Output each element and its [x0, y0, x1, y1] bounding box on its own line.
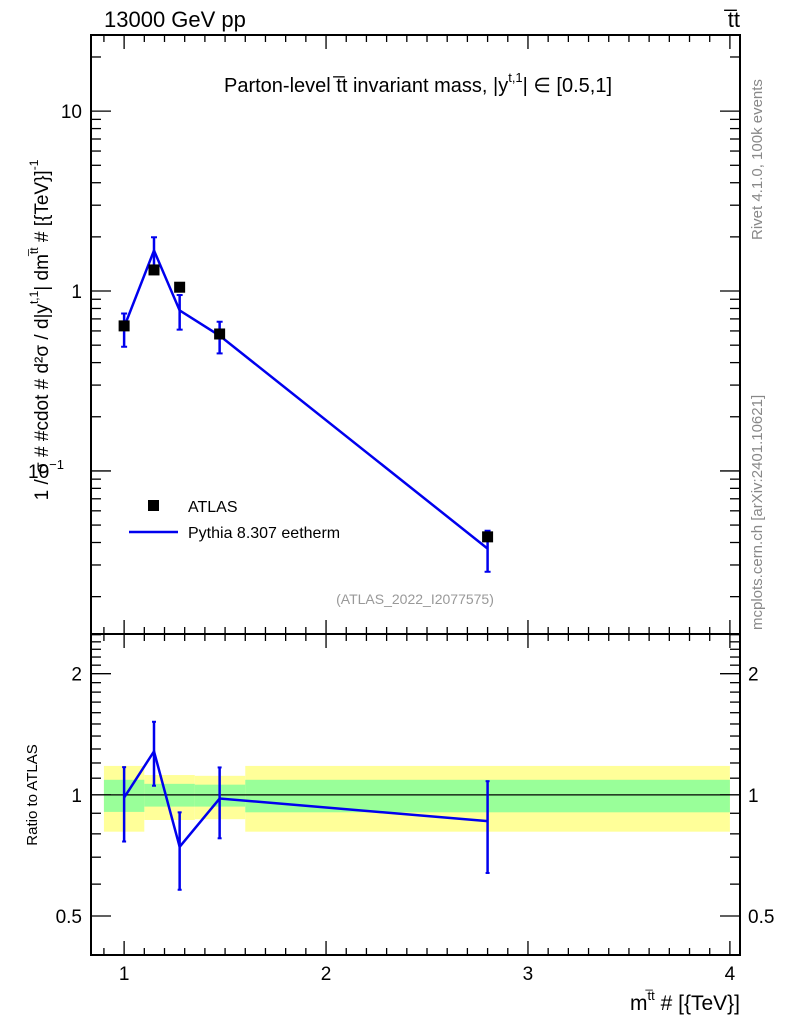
ylabel-part: 1 / σ # #cdot # d²σ / d|y: [32, 304, 53, 501]
ratio-y-tick-label-right: 2: [748, 665, 759, 686]
atlas-point: [482, 531, 494, 543]
mcplots-label: mcplots.cern.ch [arXiv:2401.10621]: [749, 395, 766, 630]
ylabel-sup: t̅t: [27, 247, 41, 257]
x-tick-label: 1: [119, 964, 130, 985]
ratio-y-tick-label-left: 2: [71, 665, 82, 686]
xlabel-sup: t̅t: [645, 988, 655, 1003]
ratio-uncertainty-bands: [91, 765, 740, 832]
main-frame: [90, 34, 741, 635]
legend: ATLAS Pythia 8.307 eetherm: [129, 499, 340, 542]
ylabel-sup: t,1: [27, 290, 41, 304]
ratio-y-tick-label-right: 0.5: [748, 907, 774, 928]
atlas-point: [214, 328, 226, 340]
rivet-label: Rivet 4.1.0, 100k events: [749, 79, 766, 240]
ylabel-part: | dm: [32, 254, 53, 291]
x-tick-label: 3: [523, 964, 534, 985]
title-pre: Parton-level t̅t invariant mass, |y: [224, 75, 508, 97]
y-tick-label: 10: [61, 102, 82, 123]
xlabel-part: m: [630, 992, 648, 1015]
atlas-point: [174, 281, 186, 293]
y-axis-label: 1 / σ # #cdot # d²σ / d|yt,1| dmt̅t # [{…: [27, 159, 53, 500]
x-axis-label: mt̅t # [{TeV}]: [630, 988, 740, 1015]
ylabel-part: # [{TeV}]: [32, 170, 53, 247]
title-post: | ∈ [0.5,1]: [523, 75, 612, 97]
ratio-y-tick-label-left: 1: [71, 786, 82, 807]
y-tick-label: 10−1: [28, 457, 64, 483]
x-tick-label: 2: [321, 964, 332, 985]
data-marks: [118, 236, 494, 891]
xlabel-part: # [{TeV}]: [655, 992, 740, 1015]
ratio-y-tick-label-left: 0.5: [56, 907, 82, 928]
header-right: t̅t: [724, 7, 740, 32]
x-tick-label: 4: [725, 964, 736, 985]
chart-title: Parton-level t̅t invariant mass, |yt,1| …: [224, 70, 612, 97]
legend-marker-atlas: [148, 500, 159, 511]
ylabel-sup: -1: [27, 159, 41, 170]
atlas-point: [148, 264, 160, 276]
header-left: 13000 GeV pp: [104, 7, 246, 32]
y-tick-label: 1: [71, 282, 82, 303]
axes: 1 2 3 4 10 1 10−1 2 2 1 1 0.5 0.5: [28, 34, 774, 985]
atlas-point: [118, 320, 130, 332]
title-sup: t,1: [508, 70, 522, 85]
ratio-y-axis-label: Ratio to ATLAS: [24, 744, 41, 845]
ratio-y-tick-label-right: 1: [748, 786, 759, 807]
legend-label-atlas: ATLAS: [188, 499, 238, 516]
y-tick-sup: −1: [49, 457, 64, 472]
watermark: (ATLAS_2022_I2077575): [336, 591, 494, 607]
legend-label-pythia: Pythia 8.307 eetherm: [188, 525, 340, 542]
